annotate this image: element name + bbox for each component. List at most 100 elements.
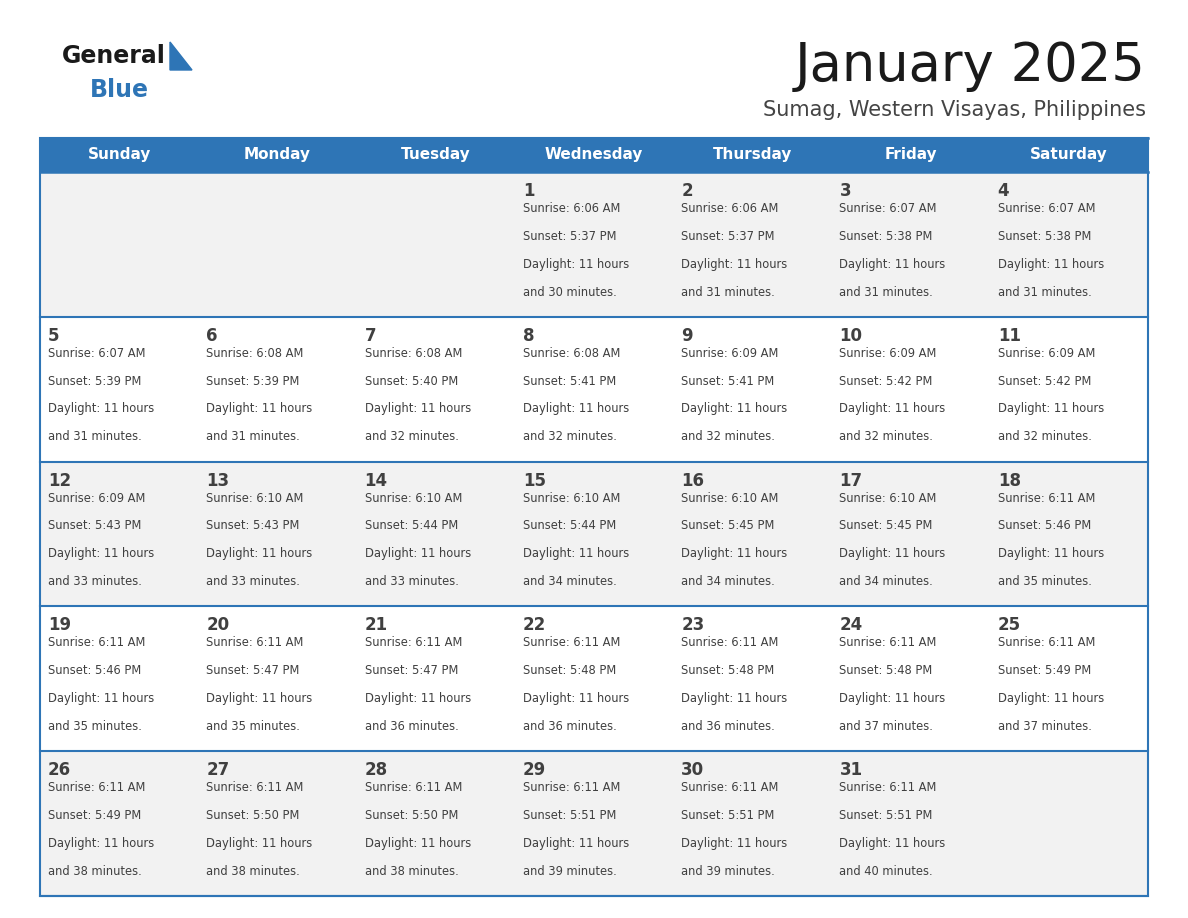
Text: Sunrise: 6:11 AM: Sunrise: 6:11 AM bbox=[365, 636, 462, 649]
Text: Daylight: 11 hours: Daylight: 11 hours bbox=[365, 692, 470, 705]
Text: Sunset: 5:38 PM: Sunset: 5:38 PM bbox=[998, 230, 1091, 243]
Text: Sunset: 5:49 PM: Sunset: 5:49 PM bbox=[48, 809, 141, 822]
Text: Sunrise: 6:10 AM: Sunrise: 6:10 AM bbox=[365, 492, 462, 505]
Text: and 34 minutes.: and 34 minutes. bbox=[681, 576, 775, 588]
Text: 1: 1 bbox=[523, 182, 535, 200]
Text: Sunset: 5:50 PM: Sunset: 5:50 PM bbox=[365, 809, 457, 822]
Text: Sunset: 5:41 PM: Sunset: 5:41 PM bbox=[681, 375, 775, 387]
Text: 18: 18 bbox=[998, 472, 1020, 489]
Bar bbox=[990, 138, 1148, 172]
Text: Sunset: 5:39 PM: Sunset: 5:39 PM bbox=[207, 375, 299, 387]
Text: Daylight: 11 hours: Daylight: 11 hours bbox=[840, 402, 946, 416]
Polygon shape bbox=[170, 42, 192, 70]
Text: Daylight: 11 hours: Daylight: 11 hours bbox=[840, 692, 946, 705]
Text: Friday: Friday bbox=[884, 148, 937, 162]
Text: Sunset: 5:41 PM: Sunset: 5:41 PM bbox=[523, 375, 617, 387]
Bar bbox=[674, 138, 832, 172]
Text: 27: 27 bbox=[207, 761, 229, 779]
Text: and 36 minutes.: and 36 minutes. bbox=[681, 720, 775, 733]
Text: Daylight: 11 hours: Daylight: 11 hours bbox=[48, 837, 154, 850]
Bar bbox=[40, 138, 1148, 896]
Text: 7: 7 bbox=[365, 327, 377, 345]
Text: Sunset: 5:48 PM: Sunset: 5:48 PM bbox=[523, 665, 617, 677]
Text: Sunrise: 6:11 AM: Sunrise: 6:11 AM bbox=[48, 781, 145, 794]
Text: and 35 minutes.: and 35 minutes. bbox=[207, 720, 301, 733]
Text: 31: 31 bbox=[840, 761, 862, 779]
Text: Sunrise: 6:11 AM: Sunrise: 6:11 AM bbox=[998, 636, 1095, 649]
Text: 28: 28 bbox=[365, 761, 387, 779]
Text: and 33 minutes.: and 33 minutes. bbox=[48, 576, 141, 588]
Text: Sumag, Western Visayas, Philippines: Sumag, Western Visayas, Philippines bbox=[763, 100, 1146, 120]
Text: 14: 14 bbox=[365, 472, 387, 489]
Text: 21: 21 bbox=[365, 616, 387, 634]
Text: Sunrise: 6:11 AM: Sunrise: 6:11 AM bbox=[523, 781, 620, 794]
Text: Sunset: 5:47 PM: Sunset: 5:47 PM bbox=[365, 665, 457, 677]
Text: 10: 10 bbox=[840, 327, 862, 345]
Text: Sunrise: 6:11 AM: Sunrise: 6:11 AM bbox=[523, 636, 620, 649]
Text: Sunset: 5:48 PM: Sunset: 5:48 PM bbox=[840, 665, 933, 677]
Bar bbox=[40, 751, 1148, 896]
Text: Sunrise: 6:10 AM: Sunrise: 6:10 AM bbox=[840, 492, 937, 505]
Text: 3: 3 bbox=[840, 182, 851, 200]
Text: 16: 16 bbox=[681, 472, 704, 489]
Text: Daylight: 11 hours: Daylight: 11 hours bbox=[523, 692, 630, 705]
Text: Sunset: 5:44 PM: Sunset: 5:44 PM bbox=[523, 520, 617, 532]
Text: Daylight: 11 hours: Daylight: 11 hours bbox=[207, 547, 312, 560]
Text: Blue: Blue bbox=[90, 78, 148, 102]
Text: Sunrise: 6:11 AM: Sunrise: 6:11 AM bbox=[207, 781, 304, 794]
Bar bbox=[356, 138, 514, 172]
Text: and 37 minutes.: and 37 minutes. bbox=[998, 720, 1092, 733]
Text: Sunset: 5:47 PM: Sunset: 5:47 PM bbox=[207, 665, 299, 677]
Text: Sunrise: 6:09 AM: Sunrise: 6:09 AM bbox=[840, 347, 937, 360]
Bar bbox=[40, 462, 1148, 607]
Text: and 36 minutes.: and 36 minutes. bbox=[365, 720, 459, 733]
Bar bbox=[40, 172, 1148, 317]
Text: and 31 minutes.: and 31 minutes. bbox=[681, 285, 775, 298]
Text: Sunrise: 6:09 AM: Sunrise: 6:09 AM bbox=[48, 492, 145, 505]
Text: Sunrise: 6:08 AM: Sunrise: 6:08 AM bbox=[365, 347, 462, 360]
Bar bbox=[514, 138, 674, 172]
Text: Daylight: 11 hours: Daylight: 11 hours bbox=[523, 837, 630, 850]
Text: Sunrise: 6:08 AM: Sunrise: 6:08 AM bbox=[207, 347, 304, 360]
Text: and 32 minutes.: and 32 minutes. bbox=[840, 431, 934, 443]
Text: Sunset: 5:51 PM: Sunset: 5:51 PM bbox=[681, 809, 775, 822]
Bar bbox=[832, 138, 990, 172]
Text: and 32 minutes.: and 32 minutes. bbox=[998, 431, 1092, 443]
Text: Sunset: 5:46 PM: Sunset: 5:46 PM bbox=[998, 520, 1091, 532]
Text: Sunrise: 6:06 AM: Sunrise: 6:06 AM bbox=[681, 202, 778, 215]
Text: and 38 minutes.: and 38 minutes. bbox=[365, 865, 459, 878]
Text: Daylight: 11 hours: Daylight: 11 hours bbox=[48, 692, 154, 705]
Bar bbox=[40, 607, 1148, 751]
Text: Sunrise: 6:07 AM: Sunrise: 6:07 AM bbox=[998, 202, 1095, 215]
Text: 17: 17 bbox=[840, 472, 862, 489]
Text: Sunrise: 6:10 AM: Sunrise: 6:10 AM bbox=[207, 492, 304, 505]
Text: Sunrise: 6:11 AM: Sunrise: 6:11 AM bbox=[681, 636, 778, 649]
Text: and 40 minutes.: and 40 minutes. bbox=[840, 865, 933, 878]
Text: Daylight: 11 hours: Daylight: 11 hours bbox=[681, 258, 788, 271]
Text: Sunset: 5:48 PM: Sunset: 5:48 PM bbox=[681, 665, 775, 677]
Text: 30: 30 bbox=[681, 761, 704, 779]
Text: Daylight: 11 hours: Daylight: 11 hours bbox=[998, 547, 1104, 560]
Text: Sunrise: 6:09 AM: Sunrise: 6:09 AM bbox=[998, 347, 1095, 360]
Text: and 38 minutes.: and 38 minutes. bbox=[207, 865, 301, 878]
Text: and 38 minutes.: and 38 minutes. bbox=[48, 865, 141, 878]
Text: Daylight: 11 hours: Daylight: 11 hours bbox=[681, 547, 788, 560]
Text: Sunset: 5:45 PM: Sunset: 5:45 PM bbox=[840, 520, 933, 532]
Text: 25: 25 bbox=[998, 616, 1020, 634]
Text: 23: 23 bbox=[681, 616, 704, 634]
Text: Daylight: 11 hours: Daylight: 11 hours bbox=[523, 402, 630, 416]
Text: Daylight: 11 hours: Daylight: 11 hours bbox=[840, 547, 946, 560]
Text: Sunrise: 6:06 AM: Sunrise: 6:06 AM bbox=[523, 202, 620, 215]
Text: Sunset: 5:43 PM: Sunset: 5:43 PM bbox=[207, 520, 299, 532]
Text: Sunrise: 6:07 AM: Sunrise: 6:07 AM bbox=[48, 347, 145, 360]
Text: Sunrise: 6:11 AM: Sunrise: 6:11 AM bbox=[365, 781, 462, 794]
Text: Saturday: Saturday bbox=[1030, 148, 1107, 162]
Text: and 39 minutes.: and 39 minutes. bbox=[523, 865, 617, 878]
Text: General: General bbox=[62, 44, 166, 68]
Text: Sunset: 5:40 PM: Sunset: 5:40 PM bbox=[365, 375, 457, 387]
Text: and 32 minutes.: and 32 minutes. bbox=[681, 431, 775, 443]
Text: and 31 minutes.: and 31 minutes. bbox=[207, 431, 301, 443]
Text: 24: 24 bbox=[840, 616, 862, 634]
Text: and 36 minutes.: and 36 minutes. bbox=[523, 720, 617, 733]
Text: Sunday: Sunday bbox=[88, 148, 151, 162]
